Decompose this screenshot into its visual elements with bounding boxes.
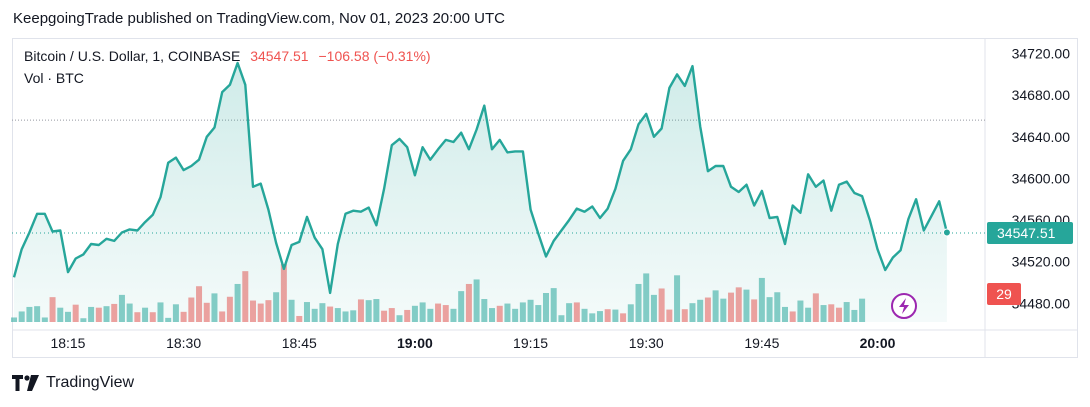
price-tick-label: 34520.00 — [1012, 254, 1071, 270]
time-tick-label: 19:00 — [397, 335, 433, 351]
tradingview-logo-icon — [12, 375, 39, 391]
time-tick-label: 18:15 — [50, 335, 85, 351]
volume-tag-label: 29 — [996, 286, 1012, 302]
price-change: −106.58 (−0.31%) — [318, 48, 431, 64]
last-price-marker — [942, 228, 951, 237]
symbol-title: Bitcoin / U.S. Dollar, 1, COINBASE — [24, 48, 241, 64]
price-tick-label: 34600.00 — [1012, 170, 1071, 186]
last-price: 34547.51 — [250, 48, 309, 64]
publish-info: KeepgoingTrade published on TradingView.… — [13, 10, 505, 27]
price-tag-label: 34547.51 — [997, 225, 1056, 241]
time-tick-label: 19:45 — [744, 335, 779, 351]
lightning-bolt-icon[interactable] — [891, 293, 917, 319]
time-tick-label: 20:00 — [860, 335, 896, 351]
time-tick-label: 18:45 — [282, 335, 317, 351]
tradingview-brand[interactable]: TradingView — [12, 374, 134, 392]
volume-legend[interactable]: Vol · BTC — [24, 70, 84, 86]
time-tick-label: 18:30 — [166, 335, 201, 351]
price-line — [12, 61, 949, 295]
time-tick-label: 19:30 — [629, 335, 664, 351]
time-tick-label: 19:15 — [513, 335, 548, 351]
volume-tag — [987, 283, 1021, 305]
price-tick-label: 34640.00 — [1012, 129, 1071, 145]
symbol-legend[interactable]: Bitcoin / U.S. Dollar, 1, COINBASE 34547… — [24, 48, 431, 64]
price-tag — [987, 222, 1073, 245]
price-area — [14, 63, 947, 322]
chart-frame — [12, 38, 1078, 358]
price-tick-label: 34680.00 — [1012, 87, 1071, 103]
brand-name: TradingView — [46, 374, 135, 391]
price-tick-label: 34720.00 — [1012, 46, 1071, 62]
price-tick-label: 34480.00 — [1012, 295, 1071, 311]
